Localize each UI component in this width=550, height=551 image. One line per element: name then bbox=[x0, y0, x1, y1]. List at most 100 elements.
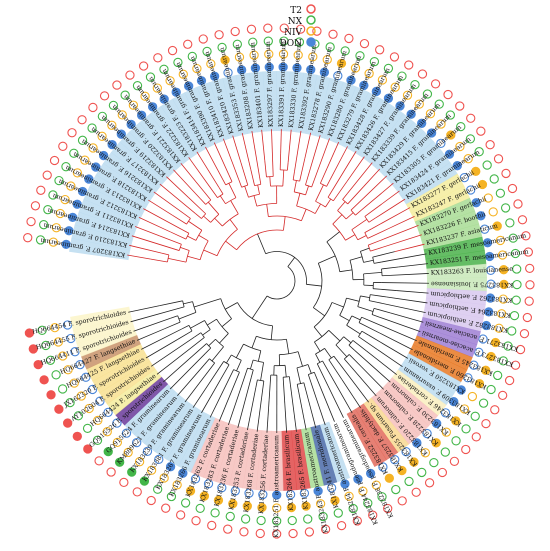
leaf-branch bbox=[377, 349, 403, 368]
clade-highlight bbox=[295, 72, 318, 134]
toxin-nx-marker bbox=[456, 121, 466, 132]
toxin-don-marker bbox=[471, 198, 481, 208]
toxin-niv-marker bbox=[84, 403, 94, 414]
clade-highlight bbox=[74, 211, 136, 242]
toxin-niv-marker bbox=[463, 154, 473, 164]
internal-branch bbox=[250, 169, 255, 186]
toxin-niv-marker bbox=[384, 473, 394, 483]
internal-branch bbox=[301, 209, 307, 221]
internal-branch bbox=[325, 198, 332, 208]
leaf-branch bbox=[201, 379, 222, 414]
toxin-niv-marker bbox=[66, 181, 76, 191]
clade-highlight bbox=[133, 390, 183, 444]
toxin-nx-marker bbox=[37, 325, 47, 335]
toxin-don-marker bbox=[444, 149, 455, 159]
toxin-don-marker bbox=[184, 81, 194, 91]
toxin-niv-marker bbox=[48, 237, 59, 247]
toxin-nx-marker bbox=[318, 511, 328, 522]
clade-highlight bbox=[72, 316, 134, 344]
clade-highlight bbox=[400, 162, 458, 205]
internal-branch bbox=[326, 231, 340, 243]
toxin-don-marker bbox=[132, 437, 142, 448]
leaf-branch bbox=[368, 319, 417, 342]
internal-branch bbox=[183, 213, 191, 219]
toxin-nx-marker bbox=[48, 190, 58, 200]
clade-highlight bbox=[124, 383, 176, 436]
toxin-niv-marker bbox=[278, 49, 289, 59]
toxin-niv-marker bbox=[446, 130, 456, 140]
toxin-nx-marker bbox=[294, 37, 305, 47]
toxin-don-marker bbox=[77, 186, 88, 197]
internal-branch bbox=[180, 247, 190, 251]
internal-branch bbox=[363, 271, 382, 275]
internal-branch bbox=[259, 176, 262, 185]
clade-highlight bbox=[333, 86, 369, 147]
toxin-t2-marker bbox=[26, 216, 36, 227]
clade-highlight bbox=[305, 74, 331, 136]
clade-highlight bbox=[350, 98, 393, 156]
toxin-t2-marker bbox=[198, 34, 208, 44]
node-arc bbox=[265, 251, 307, 285]
internal-branch bbox=[358, 336, 378, 351]
toxin-nx-marker bbox=[505, 218, 515, 228]
internal-branch bbox=[286, 339, 290, 354]
internal-branch bbox=[348, 354, 362, 367]
toxin-nx-marker bbox=[159, 64, 169, 74]
clade-backgrounds bbox=[69, 70, 488, 492]
internal-branch bbox=[235, 343, 244, 358]
leaf-branch bbox=[232, 135, 242, 163]
internal-branch bbox=[367, 228, 390, 239]
toxin-don-marker bbox=[103, 407, 113, 418]
leaf-branch bbox=[289, 384, 297, 432]
node-arc bbox=[254, 183, 261, 186]
leaf-branch bbox=[338, 362, 370, 403]
internal-branch bbox=[293, 180, 297, 193]
node-arc bbox=[372, 257, 375, 264]
toxin-don-marker bbox=[203, 479, 214, 489]
toxin-t2-marker bbox=[24, 328, 35, 338]
toxin-niv-marker bbox=[76, 391, 86, 401]
toxin-nx-marker bbox=[440, 447, 450, 457]
leaf-branch bbox=[378, 190, 400, 207]
toxin-nx-marker bbox=[474, 147, 484, 157]
toxin-t2-marker bbox=[83, 444, 93, 454]
toxin-niv-marker bbox=[459, 404, 470, 414]
toxin-nx-marker bbox=[489, 174, 499, 184]
internal-branch bbox=[326, 179, 331, 187]
clade-highlight bbox=[378, 384, 430, 436]
clade-highlight bbox=[286, 71, 304, 133]
clade-highlight bbox=[115, 376, 169, 426]
toxin-don-marker bbox=[479, 224, 490, 234]
toxin-niv-marker bbox=[330, 495, 340, 506]
toxin-don-marker bbox=[107, 139, 117, 150]
toxin-t2-marker bbox=[255, 528, 265, 539]
toxin-niv-marker bbox=[228, 499, 238, 509]
toxin-t2-marker bbox=[471, 432, 481, 442]
leaf-branch bbox=[141, 328, 182, 350]
toxin-t2-marker bbox=[230, 26, 240, 37]
node-arc bbox=[381, 268, 383, 276]
clade-highlight bbox=[70, 306, 132, 331]
toxin-nx-marker bbox=[498, 356, 508, 366]
toxin-nx-marker bbox=[509, 310, 520, 321]
toxin-nx-marker bbox=[333, 508, 343, 518]
toxin-don-marker bbox=[474, 347, 484, 357]
toxin-don-marker bbox=[209, 71, 220, 81]
toxin-t2-marker bbox=[498, 390, 508, 401]
leaf-branch bbox=[180, 163, 197, 183]
internal-branch bbox=[150, 258, 168, 263]
toxin-niv-marker bbox=[315, 499, 326, 509]
leaf-branch bbox=[320, 370, 344, 418]
toxin-niv-marker bbox=[492, 221, 502, 231]
taxon-label: KX183297 F. graminearum bbox=[265, 41, 275, 127]
node-arc bbox=[185, 233, 190, 240]
toxin-don-marker bbox=[383, 93, 394, 103]
toxin-niv-marker bbox=[63, 365, 73, 375]
internal-branch bbox=[207, 318, 217, 326]
internal-branch bbox=[315, 184, 324, 202]
internal-branch bbox=[327, 190, 333, 198]
toxin-nx-marker bbox=[108, 100, 119, 111]
legend-marker-t2 bbox=[306, 4, 316, 14]
toxin-t2-marker bbox=[288, 528, 298, 539]
toxin-t2-marker bbox=[77, 115, 87, 125]
